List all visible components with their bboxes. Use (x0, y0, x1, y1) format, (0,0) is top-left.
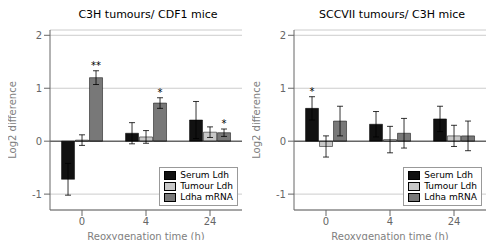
svg-text:*: * (222, 118, 227, 129)
svg-text:0: 0 (36, 136, 42, 147)
html-text:SCCVII tumours/ C3H mice: SCCVII tumours/ C3H mice (319, 8, 465, 21)
svg-text:**: ** (91, 60, 101, 71)
html-text:Serum Ldh: Serum Ldh (424, 170, 473, 180)
html-text:Ldha mRNA: Ldha mRNA (424, 192, 477, 202)
html-text:C3H tumours/ CDF1 mice: C3H tumours/ CDF1 mice (78, 8, 218, 21)
svg-text:Log2 difference: Log2 difference (8, 81, 18, 159)
svg-text:1: 1 (280, 83, 286, 94)
svg-text:2: 2 (280, 30, 286, 41)
svg-text:0: 0 (280, 136, 286, 147)
svg-text:Reoxygenation time (h): Reoxygenation time (h) (331, 231, 449, 240)
svg-text:Log2 difference: Log2 difference (252, 81, 262, 159)
svg-text:-1: -1 (276, 189, 286, 200)
svg-text:Reoxygenation time (h): Reoxygenation time (h) (87, 231, 205, 240)
svg-text:4: 4 (387, 216, 393, 227)
svg-text:2: 2 (36, 30, 42, 41)
svg-text:*: * (158, 87, 163, 98)
svg-text:-1: -1 (32, 189, 42, 200)
svg-text:4: 4 (143, 216, 149, 227)
svg-text:0: 0 (323, 216, 329, 227)
html-text:Tumour Ldh: Tumour Ldh (180, 181, 233, 191)
html-text:Ldha mRNA: Ldha mRNA (180, 192, 233, 202)
html-text:Tumour Ldh: Tumour Ldh (424, 181, 477, 191)
svg-text:24: 24 (448, 216, 461, 227)
svg-text:1: 1 (36, 83, 42, 94)
svg-text:*: * (310, 86, 315, 97)
html-text:Serum Ldh: Serum Ldh (180, 170, 229, 180)
svg-text:24: 24 (204, 216, 217, 227)
svg-text:0: 0 (79, 216, 85, 227)
